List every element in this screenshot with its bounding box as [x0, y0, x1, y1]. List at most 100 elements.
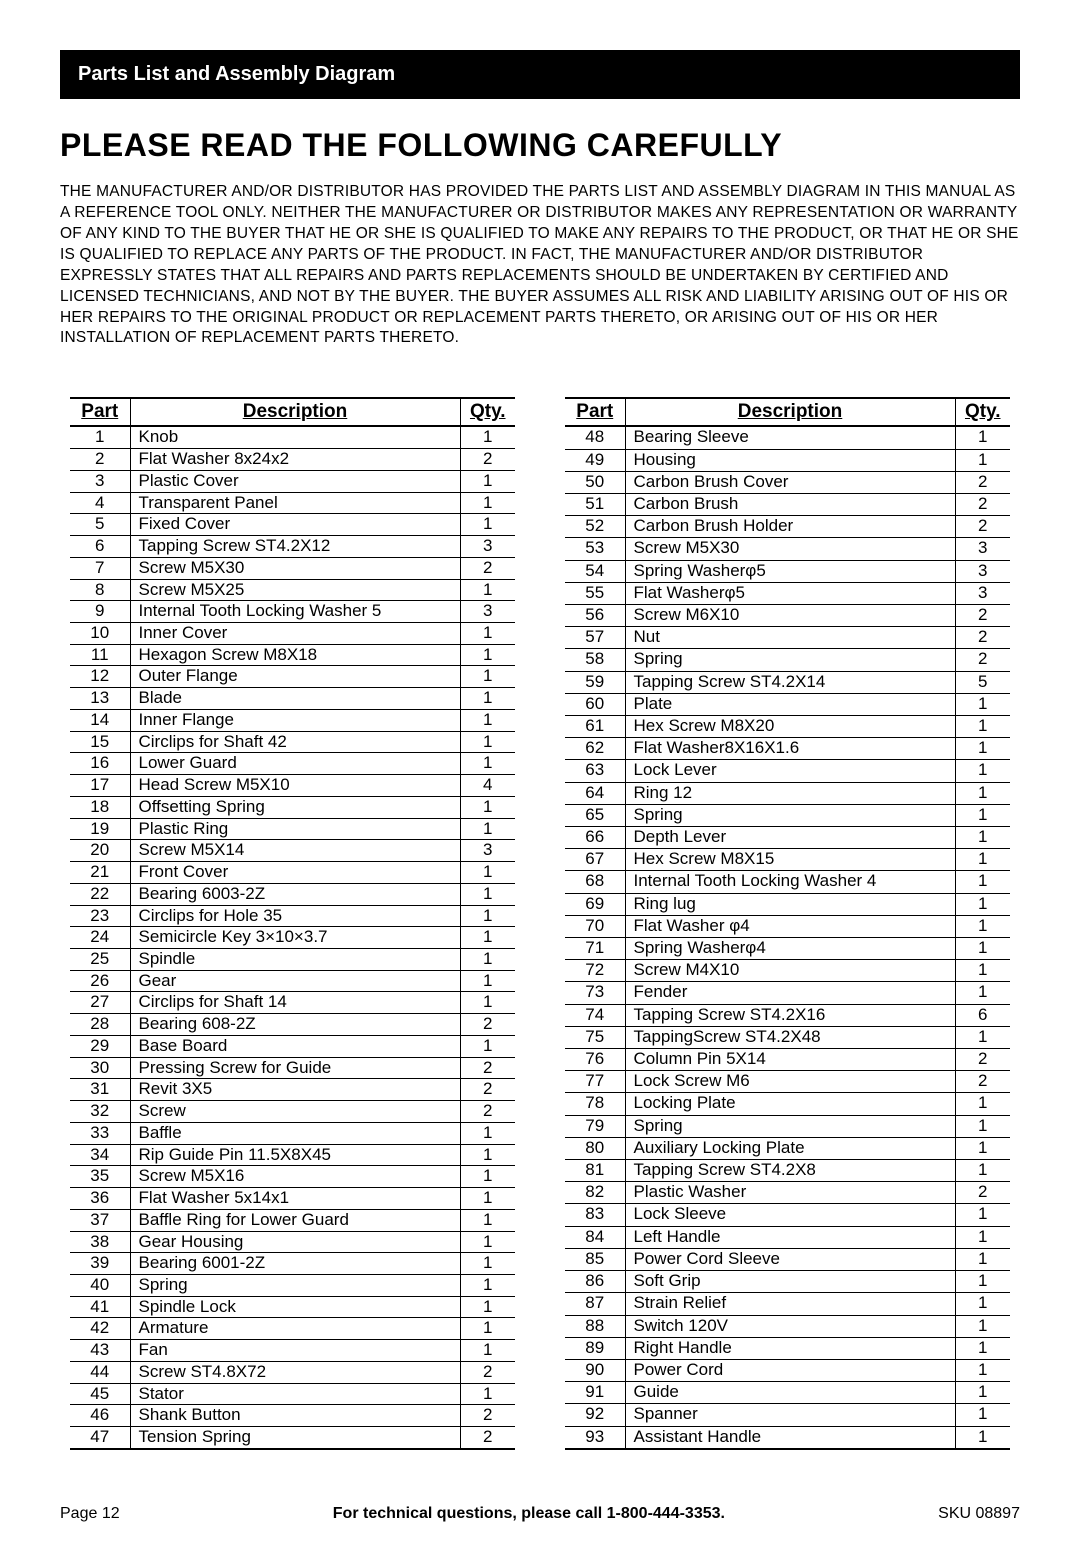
table-row: 2Flat Washer 8x24x22 — [70, 449, 515, 471]
cell-qty: 3 — [460, 536, 515, 558]
cell-qty: 1 — [460, 514, 515, 536]
cell-description: Flat Washer 5x14x1 — [130, 1188, 460, 1210]
cell-part: 28 — [70, 1014, 130, 1036]
cell-qty: 1 — [460, 1275, 515, 1297]
table-row: 35Screw M5X161 — [70, 1166, 515, 1188]
table-row: 92Spanner1 — [565, 1404, 1010, 1426]
table-row: 77Lock Screw M62 — [565, 1071, 1010, 1093]
table-row: 15Circlips for Shaft 421 — [70, 731, 515, 753]
table-row: 84Left Handle1 — [565, 1226, 1010, 1248]
cell-qty: 1 — [460, 492, 515, 514]
cell-part: 6 — [70, 536, 130, 558]
table-row: 14Inner Flange1 — [70, 709, 515, 731]
cell-part: 66 — [565, 827, 625, 849]
cell-description: Fan — [130, 1340, 460, 1362]
cell-qty: 1 — [460, 426, 515, 448]
cell-part: 47 — [70, 1427, 130, 1449]
cell-part: 90 — [565, 1359, 625, 1381]
cell-qty: 2 — [460, 1101, 515, 1123]
cell-part: 45 — [70, 1383, 130, 1405]
table-row: 16Lower Guard1 — [70, 753, 515, 775]
cell-qty: 1 — [460, 1035, 515, 1057]
table-row: 86Soft Grip1 — [565, 1271, 1010, 1293]
cell-description: Right Handle — [625, 1337, 955, 1359]
cell-part: 59 — [565, 671, 625, 693]
footer-sku: SKU 08897 — [938, 1505, 1020, 1523]
cell-part: 27 — [70, 992, 130, 1014]
table-row: 89Right Handle1 — [565, 1337, 1010, 1359]
table-row: 42Armature1 — [70, 1318, 515, 1340]
cell-qty: 1 — [955, 1226, 1010, 1248]
cell-description: Spindle Lock — [130, 1296, 460, 1318]
cell-qty: 6 — [955, 1004, 1010, 1026]
cell-description: Bearing Sleeve — [625, 426, 955, 449]
cell-description: Baffle Ring for Lower Guard — [130, 1209, 460, 1231]
table-row: 5Fixed Cover1 — [70, 514, 515, 536]
cell-qty: 1 — [460, 1296, 515, 1318]
cell-qty: 1 — [460, 970, 515, 992]
cell-part: 4 — [70, 492, 130, 514]
cell-part: 2 — [70, 449, 130, 471]
col-header-qty: Qty. — [955, 398, 1010, 426]
cell-description: Spring — [625, 804, 955, 826]
cell-part: 75 — [565, 1026, 625, 1048]
cell-qty: 2 — [955, 471, 1010, 493]
col-header-desc: Description — [130, 398, 460, 426]
cell-qty: 1 — [460, 949, 515, 971]
cell-description: Tension Spring — [130, 1427, 460, 1449]
table-row: 63Lock Lever1 — [565, 760, 1010, 782]
cell-description: Ring 12 — [625, 782, 955, 804]
cell-part: 1 — [70, 426, 130, 448]
table-row: 87Strain Relief1 — [565, 1293, 1010, 1315]
cell-part: 36 — [70, 1188, 130, 1210]
table-row: 79Spring1 — [565, 1115, 1010, 1137]
cell-qty: 1 — [460, 1188, 515, 1210]
cell-qty: 2 — [460, 1361, 515, 1383]
table-row: 57Nut2 — [565, 627, 1010, 649]
cell-part: 19 — [70, 818, 130, 840]
table-row: 52Carbon Brush Holder2 — [565, 516, 1010, 538]
cell-part: 84 — [565, 1226, 625, 1248]
cell-description: Internal Tooth Locking Washer 4 — [625, 871, 955, 893]
table-row: 66Depth Lever1 — [565, 827, 1010, 849]
cell-part: 10 — [70, 622, 130, 644]
table-row: 13Blade1 — [70, 688, 515, 710]
table-row: 31Revit 3X52 — [70, 1079, 515, 1101]
cell-description: Carbon Brush Holder — [625, 516, 955, 538]
cell-description: Spindle — [130, 949, 460, 971]
cell-description: Lower Guard — [130, 753, 460, 775]
cell-part: 38 — [70, 1231, 130, 1253]
cell-description: Baffle — [130, 1122, 460, 1144]
cell-qty: 1 — [955, 1248, 1010, 1270]
table-row: 85Power Cord Sleeve1 — [565, 1248, 1010, 1270]
cell-qty: 1 — [460, 688, 515, 710]
cell-part: 49 — [565, 449, 625, 471]
cell-qty: 1 — [460, 905, 515, 927]
section-header-bar: Parts List and Assembly Diagram — [60, 50, 1020, 99]
cell-qty: 1 — [460, 1340, 515, 1362]
cell-part: 3 — [70, 470, 130, 492]
cell-description: Transparent Panel — [130, 492, 460, 514]
cell-qty: 3 — [460, 840, 515, 862]
cell-part: 30 — [70, 1057, 130, 1079]
cell-part: 43 — [70, 1340, 130, 1362]
cell-qty: 1 — [955, 804, 1010, 826]
table-row: 39Bearing 6001-2Z1 — [70, 1253, 515, 1275]
cell-qty: 1 — [460, 1231, 515, 1253]
cell-description: Depth Lever — [625, 827, 955, 849]
cell-description: Pressing Screw for Guide — [130, 1057, 460, 1079]
cell-description: Screw ST4.8X72 — [130, 1361, 460, 1383]
cell-part: 63 — [565, 760, 625, 782]
cell-description: Screw — [130, 1101, 460, 1123]
cell-description: Plastic Washer — [625, 1182, 955, 1204]
main-title: PLEASE READ THE FOLLOWING CAREFULLY — [60, 127, 1020, 164]
cell-qty: 1 — [955, 693, 1010, 715]
table-row: 8Screw M5X251 — [70, 579, 515, 601]
cell-qty: 1 — [955, 871, 1010, 893]
table-row: 64Ring 121 — [565, 782, 1010, 804]
table-row: 55Flat Washerφ53 — [565, 582, 1010, 604]
cell-part: 85 — [565, 1248, 625, 1270]
table-row: 28Bearing 608-2Z2 — [70, 1014, 515, 1036]
cell-description: Soft Grip — [625, 1271, 955, 1293]
cell-part: 83 — [565, 1204, 625, 1226]
